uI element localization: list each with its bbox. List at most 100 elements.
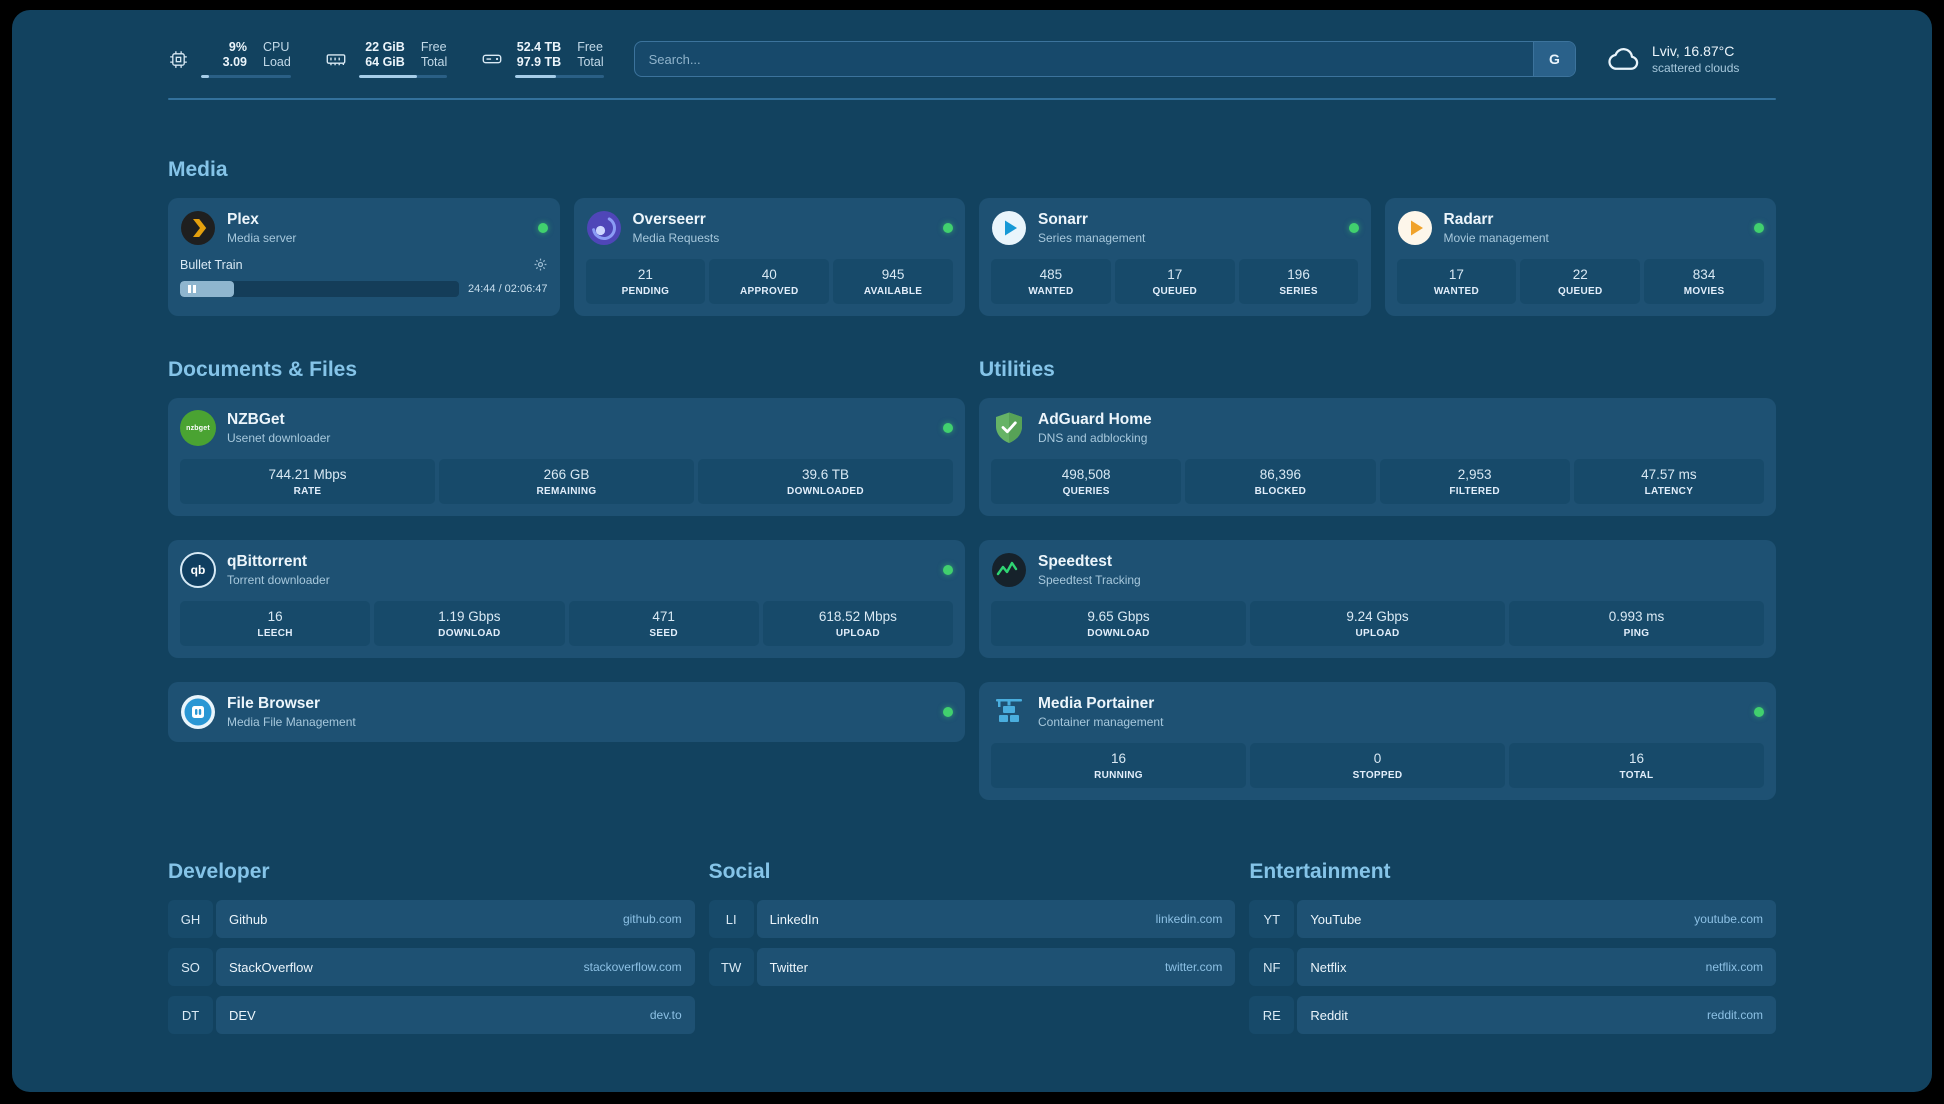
stat-label: STOPPED — [1352, 770, 1403, 781]
playback-progress-bar[interactable] — [180, 281, 459, 297]
bookmark-abbr: TW — [708, 948, 754, 986]
status-online-dot — [1348, 223, 1359, 233]
status-online-dot — [537, 223, 548, 233]
search-input[interactable] — [633, 41, 1576, 77]
service-name: Media Portainer — [1038, 694, 1155, 712]
sonarr-card[interactable]: Sonarr Series management 485 WANTED 17 Q… — [979, 198, 1371, 316]
status-online-dot — [943, 707, 953, 717]
stat-label: QUEUED — [1557, 286, 1603, 297]
weather-condition: scattered clouds — [1652, 61, 1740, 75]
plex-card[interactable]: Plex Media server Bullet Train — [168, 198, 560, 316]
bookmark-url: twitter.com — [1164, 960, 1223, 974]
memory-total-label: Total — [420, 55, 448, 69]
stat-value: 485 — [1039, 267, 1063, 282]
nzbget-card[interactable]: nzbget NZBGet Usenet downloader 744.21 M… — [168, 398, 965, 516]
bookmark-reddit[interactable]: RE Reddit reddit.com — [1249, 996, 1776, 1034]
bookmark-url: netflix.com — [1705, 960, 1763, 974]
bookmark-name: Twitter — [769, 959, 808, 975]
speedtest-icon — [991, 552, 1027, 588]
bookmark-dev[interactable]: DT DEV dev.to — [168, 996, 695, 1034]
stat-label: QUERIES — [1062, 486, 1110, 497]
sonarr-icon — [991, 210, 1027, 246]
stat-label: RATE — [293, 486, 322, 497]
memory-total-value: 64 GiB — [365, 55, 405, 69]
status-online-dot — [1754, 707, 1764, 717]
cpu-load-value: 3.09 — [222, 55, 247, 69]
disk-icon — [481, 48, 503, 70]
stat-box: 471 SEED — [568, 601, 759, 646]
bookmark-github[interactable]: GH Github github.com — [168, 900, 695, 938]
stat-box: 86,396 BLOCKED — [1185, 459, 1376, 504]
stat-label: MOVIES — [1683, 286, 1725, 297]
filebrowser-card[interactable]: File Browser Media File Management — [168, 682, 965, 742]
portainer-card[interactable]: Media Portainer Container management 16 … — [979, 682, 1776, 800]
search-box: G — [633, 41, 1576, 77]
bookmark-linkedin[interactable]: LI LinkedIn linkedin.com — [708, 900, 1236, 938]
bookmark-name: StackOverflow — [229, 959, 313, 975]
topbar-divider — [168, 98, 1776, 100]
system-stats: 9% CPU 3.09 Load — [168, 40, 604, 78]
bookmark-abbr: DT — [168, 996, 213, 1034]
radarr-card[interactable]: Radarr Movie management 17 WANTED 22 QUE… — [1384, 198, 1776, 316]
stat-label: RUNNING — [1094, 770, 1143, 781]
service-name: File Browser — [227, 694, 321, 712]
disk-free-label: Free — [577, 40, 603, 54]
stat-box: 0 STOPPED — [1250, 743, 1505, 788]
service-description: Media Requests — [632, 231, 720, 246]
service-description: Speedtest Tracking — [1038, 573, 1141, 588]
stat-label: SERIES — [1279, 286, 1318, 297]
bookmark-url: dev.to — [649, 1008, 682, 1022]
stat-box: 498,508 QUERIES — [991, 459, 1182, 504]
bookmark-group-social: Social LI LinkedIn linkedin.com TW Twitt… — [708, 860, 1236, 996]
entertainment-section-title: Entertainment — [1249, 860, 1391, 883]
cpu-usage-label: CPU — [263, 40, 290, 54]
cloud-icon — [1606, 41, 1642, 77]
service-name: Radarr — [1443, 210, 1494, 228]
bookmark-twitter[interactable]: TW Twitter twitter.com — [708, 948, 1236, 986]
adguard-card[interactable]: AdGuard Home DNS and adblocking 498,508 … — [979, 398, 1776, 516]
service-description: Media server — [227, 231, 297, 246]
stat-box: 744.21 Mbps RATE — [180, 459, 435, 504]
bookmark-name: DEV — [229, 1007, 256, 1023]
status-online-dot — [943, 223, 953, 233]
speedtest-card[interactable]: Speedtest Speedtest Tracking 9.65 Gbps D… — [979, 540, 1776, 658]
plex-icon — [180, 210, 216, 246]
service-name: NZBGet — [227, 410, 285, 428]
bookmark-netflix[interactable]: NF Netflix netflix.com — [1249, 948, 1776, 986]
stat-value: 744.21 Mbps — [268, 467, 347, 482]
nzbget-icon-text: nzbget — [186, 424, 210, 432]
overseerr-card[interactable]: Overseerr Media Requests 21 PENDING 40 A… — [573, 198, 965, 316]
service-description: Torrent downloader — [227, 573, 330, 588]
stat-box: 9.65 Gbps DOWNLOAD — [991, 601, 1246, 646]
status-online-dot — [943, 565, 953, 575]
overseerr-icon — [586, 210, 622, 246]
bookmark-abbr: NF — [1249, 948, 1295, 986]
bookmark-group-developer: Developer GH Github github.com SO StackO… — [168, 860, 695, 1044]
memory-icon — [325, 48, 347, 70]
social-section-title: Social — [708, 860, 771, 883]
stat-box: 16 LEECH — [180, 601, 371, 646]
stat-box: 22 QUEUED — [1520, 259, 1641, 304]
bookmark-stackoverflow[interactable]: SO StackOverflow stackoverflow.com — [168, 948, 695, 986]
nzbget-icon: nzbget — [180, 410, 216, 446]
bookmark-youtube[interactable]: YT YouTube youtube.com — [1249, 900, 1776, 938]
stat-box: 17 QUEUED — [1114, 259, 1235, 304]
stat-box: 485 WANTED — [991, 259, 1111, 304]
qbittorrent-icon: qb — [180, 552, 216, 588]
stat-value: 21 — [637, 267, 653, 282]
stat-box: 618.52 Mbps UPLOAD — [762, 601, 953, 646]
now-playing-title: Bullet Train — [180, 257, 243, 272]
stat-box: 945 AVAILABLE — [833, 259, 953, 304]
bookmark-name: Github — [229, 911, 268, 927]
stat-label: QUEUED — [1152, 286, 1198, 297]
bookmark-name: Reddit — [1310, 1007, 1348, 1023]
gear-icon[interactable] — [533, 257, 548, 272]
bookmark-url: reddit.com — [1706, 1008, 1763, 1022]
search-provider-button[interactable]: G — [1533, 42, 1575, 76]
stat-value: 618.52 Mbps — [818, 609, 897, 624]
qbittorrent-card[interactable]: qb qBittorrent Torrent downloader 16 LEE… — [168, 540, 965, 658]
utilities-section: Utilities AdGuard Home DNS and adblockin… — [979, 358, 1776, 800]
cpu-widget: 9% CPU 3.09 Load — [168, 40, 291, 78]
pause-icon[interactable] — [188, 285, 196, 293]
stat-box: 16 RUNNING — [991, 743, 1246, 788]
